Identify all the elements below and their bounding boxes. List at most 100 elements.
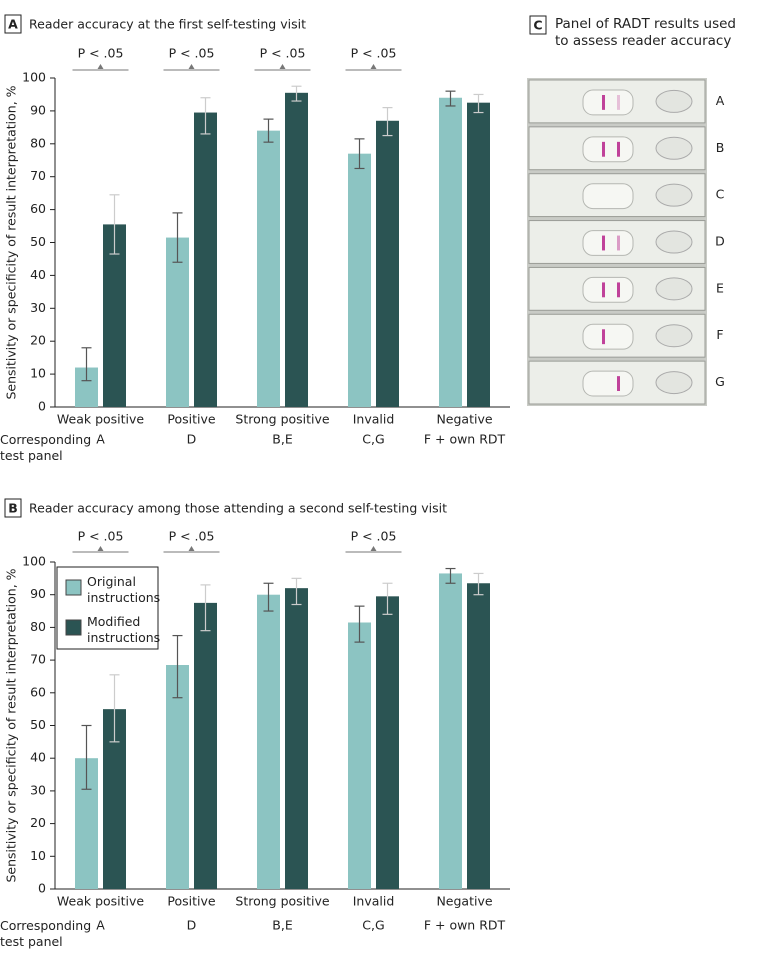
row-value: C,G [362,432,384,447]
row-label: Corresponding test panel [0,432,92,463]
row-value: C,G [362,918,384,933]
panel-letter-box [4,14,22,34]
x-tick-label: Invalid [353,412,395,427]
row-value: F + own RDT [424,432,506,447]
control-line [602,141,605,157]
strip-label: E [716,280,724,295]
bar [257,130,280,407]
y-tick-label: 70 [30,652,46,667]
legend-swatch [65,619,82,636]
significance-label: P < .05 [78,529,124,544]
panel-letter: A [8,17,18,32]
error-bar [382,107,393,137]
y-tick-label: 0 [38,399,46,414]
x-tick-label: Strong positive [235,412,330,427]
y-tick-label: 30 [30,782,46,797]
y-tick-label: 90 [30,102,46,117]
x-tick-label: Negative [436,894,492,909]
test-line [617,282,620,298]
control-line [602,282,605,298]
test-line [617,95,620,110]
result-window [582,276,634,303]
bar [376,596,399,889]
error-bar [354,605,365,643]
y-tick-label: 0 [38,881,46,896]
significance-label: P < .05 [351,529,397,544]
result-window [582,183,634,210]
significance-marker [188,546,195,551]
y-tick-label: 60 [30,201,46,216]
significance-marker [97,546,104,551]
row-value: D [187,918,197,933]
test-line [617,141,620,157]
error-bar [263,118,274,143]
y-tick-label: 10 [30,848,46,863]
bar [166,665,189,889]
strip-label: C [716,187,725,202]
x-tick-label: Positive [167,412,215,427]
y-tick-label: 100 [22,70,46,85]
strip-label: B [716,140,725,155]
sample-well [655,230,693,254]
control-line [602,95,605,110]
error-bar [172,634,183,699]
legend-swatch [65,579,82,596]
bar [75,367,98,407]
error-bar [291,577,302,606]
significance-marker [97,64,104,69]
error-bar [445,90,456,107]
result-window [582,89,634,116]
sample-well [655,136,693,160]
x-tick-label: Positive [167,894,215,909]
significance-label: P < .05 [260,46,306,61]
error-bar [172,212,183,263]
y-tick-label: 80 [30,619,46,634]
bar [467,102,490,408]
y-tick-label: 30 [30,300,46,315]
control-line [602,235,605,251]
result-window [582,370,634,397]
significance-label: P < .05 [169,529,215,544]
bar [348,622,371,889]
bar [376,120,399,408]
bar [439,573,462,889]
test-line [617,235,620,251]
bar [467,583,490,889]
photo-panel [527,78,707,406]
bar [103,224,126,407]
significance-marker [370,64,377,69]
result-window [582,230,634,256]
result-window [582,323,634,350]
row-value: F + own RDT [424,918,506,933]
error-bar [291,85,302,102]
significance-marker [188,64,195,69]
y-tick-label: 10 [30,366,46,381]
error-bar [200,584,211,632]
error-bar [81,347,92,382]
legend-label: Modified instructions [87,614,161,645]
row-value: B,E [272,918,293,933]
panel-letter-box [529,15,547,35]
x-tick-label: Weak positive [57,894,145,909]
legend-label: Original instructions [87,574,161,605]
error-bar [109,194,120,255]
sample-well [655,277,693,301]
panel-title: Reader accuracy among those attending a … [29,501,447,516]
y-tick-label: 50 [30,234,46,249]
bar [103,709,126,889]
control-line [602,329,605,345]
bar [257,594,280,889]
x-tick-label: Invalid [353,894,395,909]
panel-letter: B [8,501,18,516]
row-value: A [96,432,105,447]
y-tick-label: 50 [30,717,46,732]
strip-label: A [716,93,725,108]
y-tick-label: 90 [30,586,46,601]
sample-well [655,183,693,207]
bar [348,153,371,407]
error-bar [473,572,484,596]
error-bar [473,93,484,114]
error-bar [263,582,274,612]
y-tick-label: 100 [22,554,46,569]
